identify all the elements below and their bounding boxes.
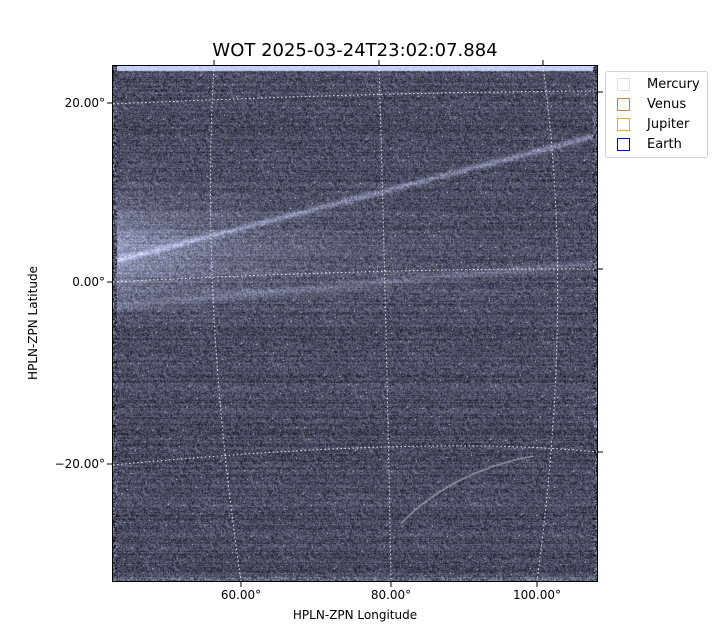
legend: Mercury Venus Jupiter Earth: [605, 71, 708, 158]
legend-item-earth: Earth: [617, 136, 682, 152]
y-axis-label: HPLN-ZPN Latitude: [26, 266, 40, 380]
legend-label: Venus: [647, 96, 687, 112]
y-tick-label: 20.00°: [64, 96, 105, 110]
legend-swatch: [617, 97, 630, 111]
grid-lat-minus20: [112, 445, 598, 466]
legend-item-venus: Venus: [617, 96, 686, 112]
x-tick-label: 100.00°: [513, 588, 561, 602]
y-tick-label: −20.00°: [54, 457, 105, 471]
grid-lon-100: [536, 65, 559, 582]
axes-frame: [112, 65, 598, 582]
grid-lon-60: [209, 65, 242, 582]
legend-item-jupiter: Jupiter: [617, 116, 689, 132]
grid-lon-80: [378, 65, 392, 582]
x-axis-label: HPLN-ZPN Longitude: [292, 608, 418, 622]
legend-label: Earth: [647, 136, 682, 152]
x-tick-label: 80.00°: [370, 588, 412, 602]
legend-item-mercury: Mercury: [617, 76, 700, 92]
legend-label: Jupiter: [647, 116, 690, 132]
grid-lat-20: [112, 90, 598, 105]
x-tick-label: 60.00°: [220, 588, 262, 602]
image-heatmap: [113, 66, 597, 581]
legend-label: Mercury: [647, 76, 700, 92]
y-tick-label: 0.00°: [72, 275, 105, 289]
legend-swatch: [617, 77, 630, 91]
grid-lat-0: [112, 268, 598, 283]
legend-swatch: [617, 137, 630, 151]
chart-title: WOT 2025-03-24T23:02:07.884: [212, 40, 498, 61]
legend-swatch: [617, 117, 630, 131]
